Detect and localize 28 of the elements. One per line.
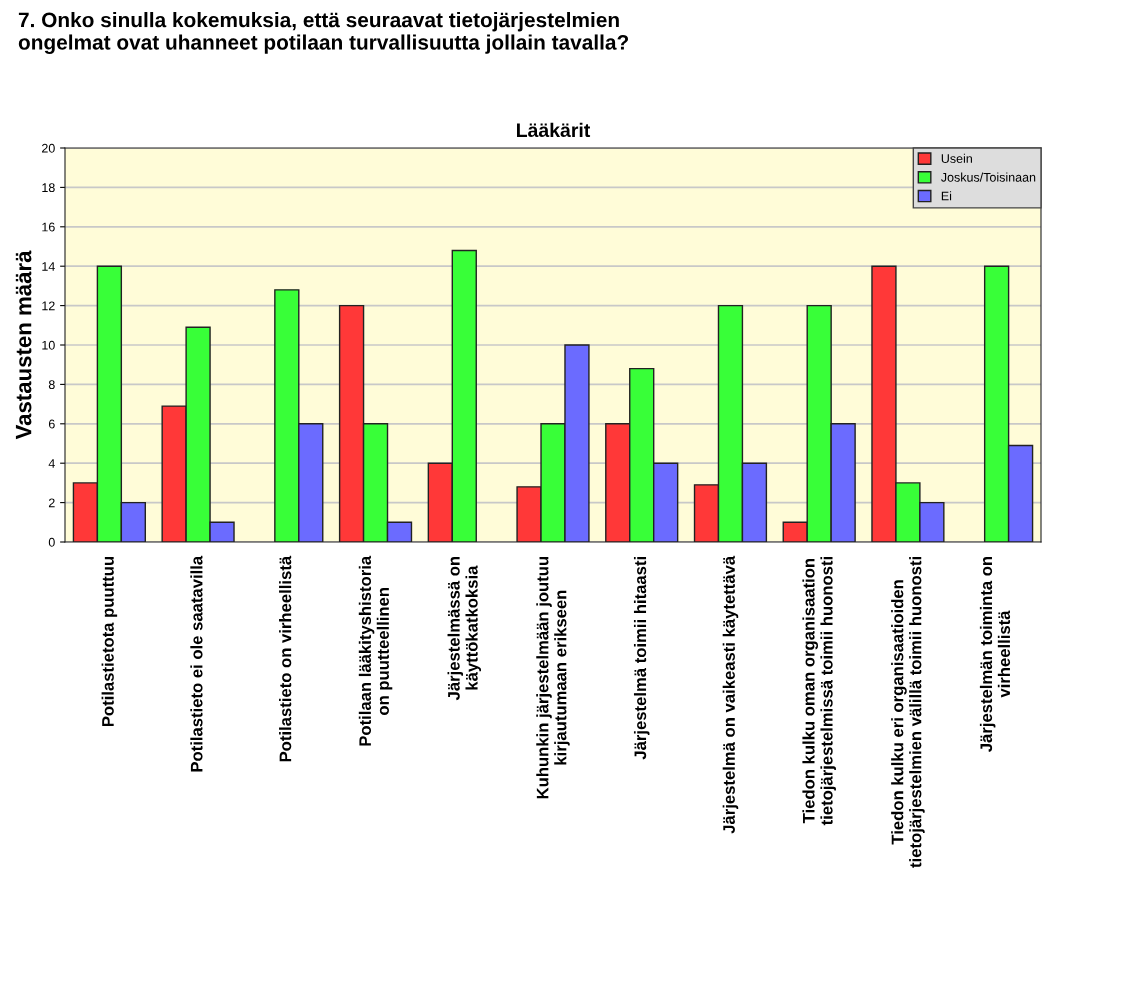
y-tick-label: 12 xyxy=(42,301,55,311)
chart-title: Lääkärit xyxy=(517,122,591,138)
y-tick-label: 2 xyxy=(48,498,55,508)
y-tick-label: 16 xyxy=(42,222,55,232)
chart-subtitle: 7. Onko sinulla kokemuksia, että seuraavat tietojärjestelmien ongelmat ovat uhanneet potilaan turvallisuutta jollain tavalla? xyxy=(18,12,629,54)
y-tick-label: 0 xyxy=(48,537,55,547)
y-tick-label: 18 xyxy=(42,183,55,193)
y-axis-title: Vastausten määrä xyxy=(15,250,32,440)
legend-label: Ei xyxy=(941,191,952,201)
x-tick-label: Järjestelmässä on käyttökatkoksia xyxy=(447,556,482,701)
legend-label: Joskus/Toisinaan xyxy=(941,172,1036,182)
y-tick-label: 10 xyxy=(42,340,55,350)
x-tick-label: Tiedon kulku oman organisaation tietojärjestelmissä toimii huonosti xyxy=(802,557,836,826)
x-tick-label: Potilastietota puuttuu xyxy=(101,556,118,727)
y-tick-label: 8 xyxy=(48,380,55,390)
y-tick-label: 14 xyxy=(42,262,55,271)
x-tick-label: Järjestelmän toiminta on virheellistä xyxy=(979,556,1011,752)
x-tick-label: Tiedon kulku eri organisaatioiden tietojärjestelmien välillä toimii huonosti xyxy=(891,557,925,868)
y-tick-label: 20 xyxy=(42,143,55,153)
x-tick-label: Järjestelmä on vaikeasti käytettävä xyxy=(722,555,739,834)
y-tick-label: 6 xyxy=(48,419,55,429)
x-tick-label: Potilastieto on virheellistä xyxy=(279,555,292,762)
y-tick-label: 4 xyxy=(48,459,55,468)
x-tick-label: Järjestelmä toimii hitaasti xyxy=(633,557,650,760)
legend-label: Usein xyxy=(941,153,972,163)
x-tick-label: Kuhunkin järjestelmään joutuu kirjautumaan erikseen xyxy=(536,556,570,799)
x-tick-label: Potilaan lääkityshistoria on puutteellinen xyxy=(358,555,393,746)
x-tick-label: Potilastieto ei ole saatavilla xyxy=(190,555,203,772)
